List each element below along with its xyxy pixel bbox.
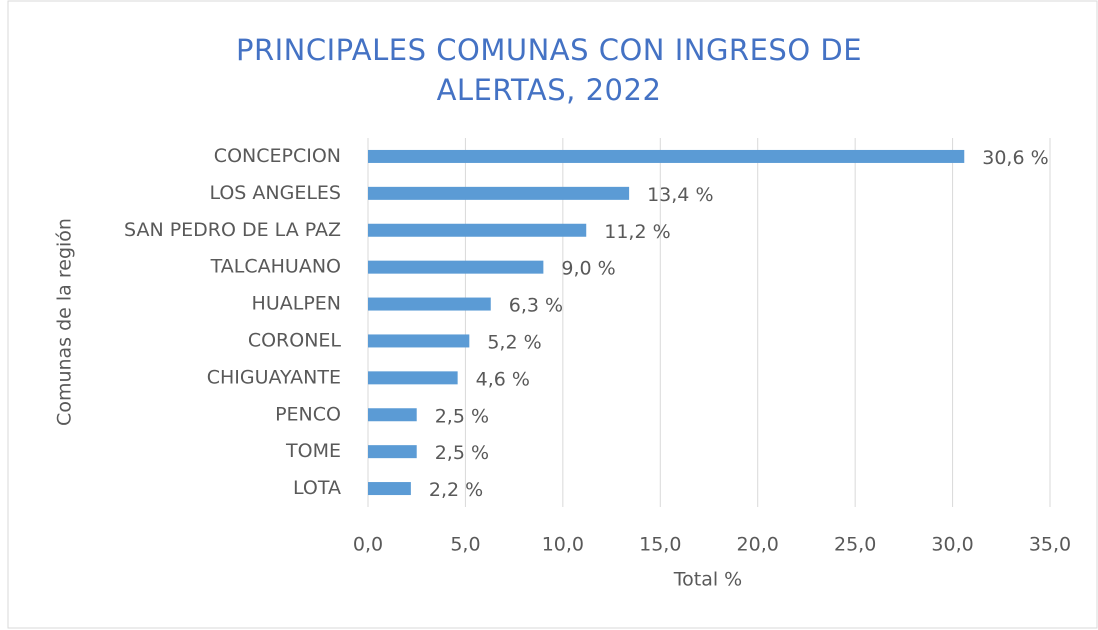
data-label: 2,5 % [435, 442, 489, 464]
bar [368, 297, 491, 311]
y-tick-label: TALCAHUANO [210, 256, 341, 278]
x-tick-label: 30,0 [931, 534, 973, 556]
y-tick-label: SAN PEDRO DE LA PAZ [124, 219, 341, 241]
chart-title: PRINCIPALES COMUNAS CON INGRESO DE ALERT… [235, 33, 863, 107]
y-tick-label: PENCO [275, 403, 341, 425]
y-tick-label: CHIGUAYANTE [207, 366, 341, 388]
bar [368, 149, 965, 163]
bar [368, 482, 411, 496]
x-tick-label: 0,0 [353, 534, 383, 556]
y-tick-label: LOTA [293, 477, 341, 499]
chart-border [7, 0, 1098, 629]
data-label: 13,4 % [647, 184, 713, 206]
x-tick-label: 20,0 [737, 534, 779, 556]
bar [368, 445, 417, 459]
y-tick-label: TOME [285, 440, 341, 462]
data-label: 2,2 % [429, 479, 483, 501]
bar [368, 334, 470, 348]
x-tick-label: 25,0 [834, 534, 876, 556]
data-label: 6,3 % [509, 295, 563, 317]
x-axis-label: Total % [673, 569, 742, 591]
bar [368, 186, 630, 200]
x-tick-label: 15,0 [639, 534, 681, 556]
data-label: 11,2 % [604, 221, 670, 243]
y-tick-label: HUALPEN [252, 293, 341, 315]
x-tick-label: 5,0 [450, 534, 480, 556]
data-label: 5,2 % [487, 331, 541, 353]
bar [368, 371, 458, 385]
x-tick-label: 10,0 [542, 534, 584, 556]
bar [368, 260, 544, 274]
data-label: 30,6 % [982, 147, 1048, 169]
y-tick-label: CORONEL [248, 329, 342, 351]
data-label: 4,6 % [476, 368, 530, 390]
data-label: 2,5 % [435, 405, 489, 427]
bar [368, 408, 417, 422]
x-tick-label: 35,0 [1029, 534, 1071, 556]
bar [368, 223, 587, 237]
y-tick-label: CONCEPCION [214, 145, 341, 167]
y-tick-label: LOS ANGELES [209, 182, 341, 204]
data-label: 9,0 % [561, 258, 615, 280]
y-axis-label: Comunas de la región [54, 218, 76, 426]
